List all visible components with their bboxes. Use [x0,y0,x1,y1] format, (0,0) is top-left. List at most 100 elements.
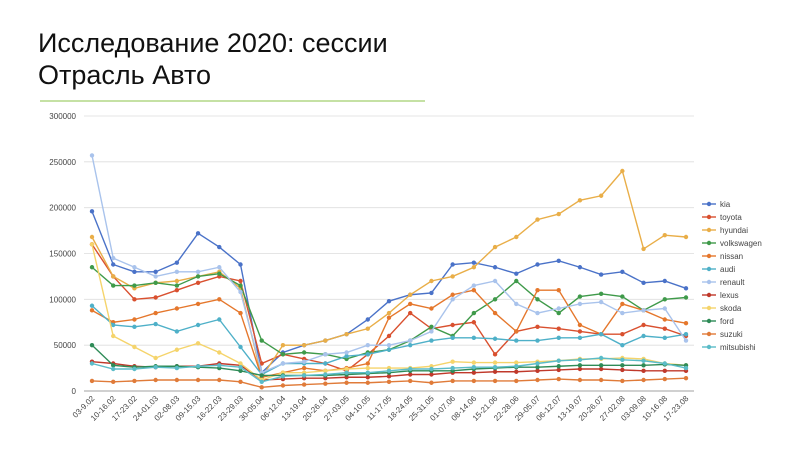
data-point [153,274,158,279]
data-point [514,329,519,334]
legend-label: nissan [720,252,743,261]
data-point [429,338,434,343]
legend-dot [706,279,712,285]
data-point [429,329,434,334]
subtitle: Отрасль Авто [38,60,211,90]
data-point [238,364,243,370]
data-point [408,310,413,316]
data-point [598,299,604,305]
data-point [450,297,455,302]
data-point [492,265,498,270]
data-point [111,274,116,279]
data-point [132,265,137,270]
data-point [301,359,307,364]
data-point [217,265,222,270]
data-point [492,364,498,370]
data-point [408,366,413,372]
data-point [344,380,349,385]
legend-dot [706,201,712,207]
data-point [641,377,646,383]
legend-label: kia [720,200,731,209]
data-point [662,232,667,238]
data-point [238,368,243,374]
data-point [111,333,116,339]
data-point [492,378,498,384]
data-point [683,375,689,381]
data-point [217,244,222,250]
data-point [386,347,392,352]
data-point [450,262,455,267]
data-point [301,350,307,355]
data-point [132,269,137,275]
data-point [429,290,434,296]
data-point [301,382,307,387]
data-point [89,242,95,247]
data-point [195,341,201,346]
data-point [535,324,540,330]
data-point [641,280,646,286]
data-point [429,324,434,330]
data-point [662,278,667,284]
data-point [577,294,583,299]
data-point [174,260,180,265]
data-point [217,363,222,368]
legend-label: ford [720,317,734,326]
data-point [683,331,689,337]
data-point [132,324,137,330]
data-point [89,342,95,348]
data-point [301,373,307,378]
data-point [259,373,264,378]
data-point [514,360,519,365]
data-point [556,358,561,363]
data-point [259,379,264,385]
legend-label: renault [720,278,745,287]
data-point [556,258,561,264]
data-point [301,365,307,371]
data-point [577,265,583,270]
data-point [471,378,477,384]
data-point [577,335,583,341]
data-point [577,322,583,328]
legend-dot [706,318,712,324]
data-point [429,380,434,385]
legend-label: lexus [720,291,739,300]
data-point [153,269,158,275]
data-point [577,329,583,334]
data-point [217,317,222,322]
data-point [662,326,667,331]
data-point [217,350,222,355]
data-point [598,291,604,297]
data-point [429,372,434,377]
data-point [111,262,116,267]
data-point [429,278,434,284]
data-point [620,310,625,316]
data-point [111,379,116,385]
data-point [514,369,519,374]
data-point [662,376,667,382]
data-point [386,315,392,320]
data-point [492,278,498,284]
data-point [598,193,604,198]
data-point [132,378,137,384]
data-point [662,306,667,311]
data-point [514,364,519,369]
data-point [577,198,583,203]
data-point [386,310,392,316]
data-point [535,361,540,366]
data-point [365,375,370,380]
data-point [450,322,455,328]
data-point [365,326,370,331]
data-point [577,377,583,383]
data-point [174,329,180,334]
data-point [620,331,625,337]
data-point [132,297,137,302]
data-point [195,231,201,236]
data-point [174,347,180,352]
legend-dot [706,344,712,350]
data-point [89,361,95,366]
data-point [259,361,264,366]
data-point [471,287,477,293]
series-line [91,155,687,374]
data-point [535,368,540,374]
